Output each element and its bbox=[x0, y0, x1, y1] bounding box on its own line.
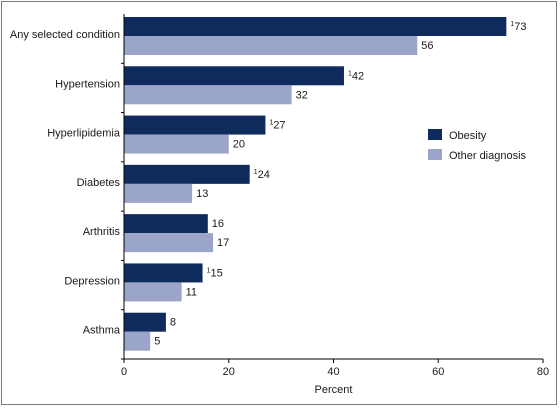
other-diagnosis-value-label: 13 bbox=[196, 188, 208, 200]
other-diagnosis-bar bbox=[124, 36, 418, 55]
obesity-bar bbox=[124, 312, 166, 332]
legend: Obesity Other diagnosis bbox=[428, 129, 527, 162]
footnote-mark: 1 bbox=[254, 169, 258, 176]
obesity-bar bbox=[124, 214, 208, 234]
other-diagnosis-bar bbox=[124, 85, 292, 105]
category-label: Asthma bbox=[83, 325, 121, 337]
category-labels: Any selected condition Hypertension Hyperl… bbox=[10, 29, 121, 337]
obesity-bar bbox=[124, 17, 507, 36]
obesity-bar bbox=[124, 263, 203, 283]
obesity-value-label: 16 bbox=[212, 218, 224, 230]
x-axis-title: Percent bbox=[315, 384, 353, 396]
value-text: 15 bbox=[210, 267, 222, 279]
value-text: 24 bbox=[258, 169, 270, 181]
other-diagnosis-value-label: 56 bbox=[421, 40, 433, 52]
x-tick-label: 40 bbox=[327, 366, 339, 378]
obesity-bar bbox=[124, 164, 250, 184]
value-text: 42 bbox=[352, 70, 364, 82]
obesity-value-label: 127 bbox=[269, 120, 285, 132]
legend-swatch-obesity bbox=[428, 129, 442, 140]
obesity-value-label: 124 bbox=[254, 169, 270, 181]
legend-label-other-diagnosis: Other diagnosis bbox=[449, 150, 527, 162]
other-diagnosis-bar bbox=[124, 134, 229, 154]
category-label: Hyperlipidemia bbox=[47, 128, 121, 140]
category-label: Hypertension bbox=[55, 78, 120, 90]
obesity-value-label: 115 bbox=[207, 267, 223, 279]
category-label: Depression bbox=[64, 275, 120, 287]
other-diagnosis-value-label: 20 bbox=[233, 139, 245, 151]
x-tick-label: 60 bbox=[432, 366, 444, 378]
obesity-bar bbox=[124, 66, 344, 86]
x-tick-label: 80 bbox=[537, 366, 549, 378]
other-diagnosis-bar bbox=[124, 233, 214, 253]
obesity-value-label: 8 bbox=[170, 317, 176, 329]
obesity-value-label: 173 bbox=[510, 21, 526, 33]
footnote-mark: 1 bbox=[510, 21, 514, 28]
footnote-mark: 1 bbox=[269, 120, 273, 127]
other-diagnosis-bar bbox=[124, 282, 182, 302]
value-text: 27 bbox=[273, 120, 285, 132]
other-diagnosis-value-label: 17 bbox=[217, 237, 229, 249]
other-diagnosis-value-label: 32 bbox=[296, 89, 308, 101]
x-tick-label: 20 bbox=[223, 366, 235, 378]
legend-swatch-other-diagnosis bbox=[428, 149, 442, 160]
axes-layer: 0 20 40 60 80 Percent bbox=[121, 14, 549, 396]
footnote-mark: 1 bbox=[348, 70, 352, 77]
value-text: 73 bbox=[514, 21, 526, 33]
x-tick-label: 0 bbox=[121, 366, 127, 378]
other-diagnosis-value-label: 11 bbox=[186, 286, 197, 298]
legend-label-obesity: Obesity bbox=[449, 130, 487, 142]
obesity-bar bbox=[124, 115, 266, 135]
category-label: Diabetes bbox=[77, 177, 121, 189]
obesity-value-label: 142 bbox=[348, 70, 364, 82]
other-diagnosis-bar bbox=[124, 183, 193, 203]
footnote-mark: 1 bbox=[207, 267, 211, 274]
other-diagnosis-bar bbox=[124, 331, 151, 351]
other-diagnosis-value-label: 5 bbox=[154, 336, 160, 348]
category-label: Arthritis bbox=[83, 226, 121, 238]
category-label: Any selected condition bbox=[10, 29, 120, 41]
